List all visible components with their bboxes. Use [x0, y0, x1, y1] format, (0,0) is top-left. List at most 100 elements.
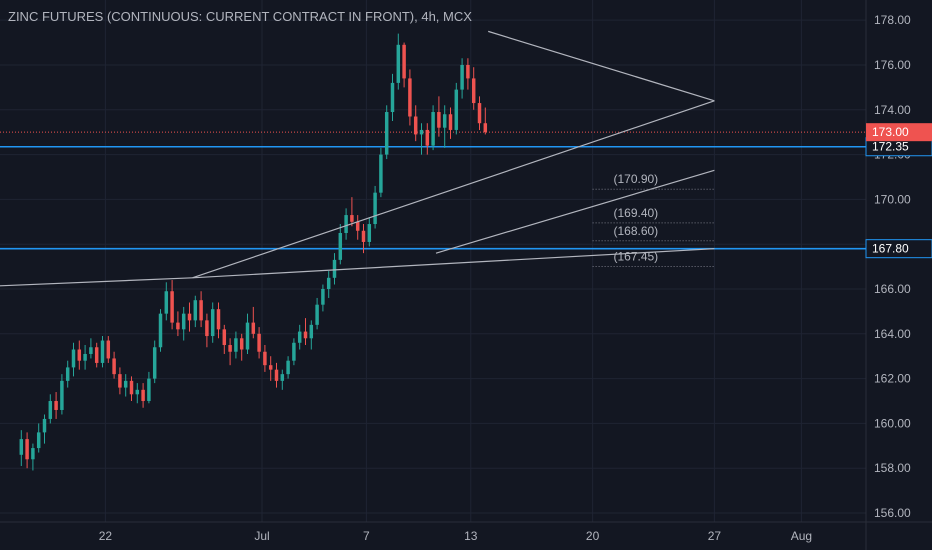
y-tick-label: 162.00 [874, 372, 911, 386]
candle-body [315, 304, 319, 325]
candle-body [344, 215, 348, 233]
x-tick-label: 27 [708, 529, 722, 543]
candle-body [292, 342, 296, 361]
candle-body [210, 309, 215, 337]
candle-body [326, 277, 331, 290]
candle-body [332, 259, 337, 278]
candle-body [31, 448, 35, 460]
candle-body [100, 340, 105, 363]
y-tick-label: 166.00 [874, 282, 911, 296]
candle-body [251, 322, 256, 334]
candle-body [413, 116, 418, 135]
candle-body [222, 329, 227, 346]
candle-body [379, 154, 383, 193]
trendlines [0, 30, 715, 290]
candle-body [257, 333, 261, 352]
trendline[interactable] [435, 169, 715, 254]
candle-body [419, 129, 424, 135]
candle-body [106, 340, 111, 359]
candle-body [477, 103, 482, 124]
x-tick-label: 22 [99, 529, 113, 543]
level-price-label: 172.35 [872, 140, 909, 154]
candle-body [373, 192, 377, 225]
candles [19, 33, 488, 471]
y-tick-label: 174.00 [874, 103, 911, 117]
y-tick-label: 156.00 [874, 506, 911, 520]
trendline[interactable] [0, 277, 193, 290]
candle-body [437, 112, 441, 128]
candle-body [216, 309, 221, 330]
level-price-label: 167.80 [872, 242, 909, 256]
candle-body [234, 338, 238, 352]
x-tick-label: 20 [586, 529, 600, 543]
candle-body [141, 389, 145, 402]
candle-body [338, 232, 343, 260]
candle-body [263, 351, 267, 366]
candle-body [274, 369, 279, 381]
candle-body [152, 347, 157, 379]
y-tick-label: 158.00 [874, 461, 911, 475]
x-tick-label: Jul [254, 529, 269, 543]
candle-body [112, 358, 116, 375]
candle-body [25, 439, 29, 460]
candle-body [205, 320, 209, 337]
y-tick-label: 178.00 [874, 13, 911, 27]
candle-body [466, 64, 470, 79]
candle-body [48, 401, 53, 419]
y-tick-label: 170.00 [874, 192, 911, 206]
candle-body [384, 112, 389, 155]
candle-body [94, 347, 99, 363]
candle-body [350, 215, 354, 222]
projection-levels: (170.90) (169.40) (168.60) (167.45) [592, 172, 715, 268]
candle-body [460, 64, 464, 90]
candle-body [176, 322, 180, 330]
candle-body [89, 347, 93, 354]
candle-body [268, 365, 273, 370]
candle-body [71, 349, 76, 368]
time-axis[interactable]: 22 Jul 7 13 20 27 Aug [99, 529, 812, 543]
trendline[interactable] [192, 100, 715, 279]
projection-level-label: (168.60) [613, 224, 658, 238]
candle-body [321, 289, 325, 305]
candle-body [448, 114, 453, 130]
candle-body [228, 345, 232, 352]
candle-body [135, 389, 140, 395]
candle-body [77, 349, 82, 361]
candle-body [442, 114, 447, 128]
x-tick-label: 13 [464, 529, 478, 543]
level-price-badge [865, 239, 932, 259]
candle-body [408, 78, 412, 117]
candle-body [454, 89, 459, 130]
candle-body [129, 380, 134, 395]
candle-body [245, 322, 250, 350]
candle-body [425, 129, 430, 146]
candle-body [170, 291, 174, 323]
candle-body [402, 44, 406, 79]
trendline[interactable] [488, 30, 715, 102]
candle-body [199, 300, 203, 321]
candle-body [471, 78, 476, 104]
candle-body [483, 123, 488, 133]
candle-body [280, 374, 285, 381]
candle-body [431, 112, 435, 146]
candle-body [19, 439, 24, 455]
candle-body [187, 313, 192, 321]
candle-body [297, 331, 302, 343]
chart-title: ZINC FUTURES (CONTINUOUS: CURRENT CONTRA… [8, 9, 472, 24]
candle-body [118, 374, 122, 388]
y-tick-label: 164.00 [874, 327, 911, 341]
candle-body [42, 418, 47, 433]
candle-body [390, 82, 395, 113]
candle-body [65, 367, 70, 381]
candle-body [193, 300, 198, 321]
projection-level-label: (170.90) [613, 172, 658, 186]
grid [0, 0, 866, 522]
trendline[interactable] [192, 248, 715, 279]
candle-body [361, 230, 366, 242]
candle-body [396, 44, 401, 83]
x-tick-label: 7 [363, 529, 370, 543]
price-axis[interactable]: 156.00158.00160.00162.00164.00166.00168.… [865, 13, 932, 520]
